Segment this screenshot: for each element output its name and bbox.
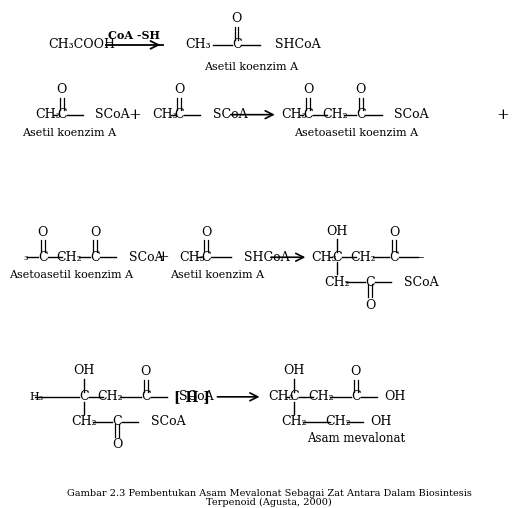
Text: C: C — [57, 108, 67, 121]
Text: Terpenoid (Agusta, 2000): Terpenoid (Agusta, 2000) — [206, 498, 332, 507]
Text: H₃: H₃ — [30, 392, 44, 402]
Text: +: + — [128, 108, 141, 121]
Text: CH₂: CH₂ — [56, 251, 82, 264]
Text: OH: OH — [73, 364, 94, 377]
Text: SCoA: SCoA — [179, 390, 214, 403]
Text: O: O — [112, 438, 122, 451]
Text: CoA -SH: CoA -SH — [108, 30, 161, 41]
Text: +: + — [156, 250, 169, 264]
Text: O: O — [90, 226, 100, 239]
Text: C: C — [351, 390, 361, 403]
Text: CH₃: CH₃ — [35, 108, 61, 121]
Text: O: O — [303, 83, 313, 96]
Text: C: C — [304, 108, 313, 121]
Text: CH₂: CH₂ — [324, 276, 350, 289]
Text: CH₂: CH₂ — [98, 390, 123, 403]
Text: SCoA: SCoA — [394, 108, 429, 121]
Text: O: O — [355, 83, 366, 96]
Text: +: + — [497, 108, 509, 121]
Text: Asetil koenzim A: Asetil koenzim A — [170, 270, 265, 280]
Text: SCoA: SCoA — [95, 108, 130, 121]
Text: CH₂: CH₂ — [281, 415, 307, 428]
Text: Asetil koenzim A: Asetil koenzim A — [22, 128, 117, 138]
Text: OH: OH — [326, 225, 348, 238]
Text: O: O — [351, 365, 361, 378]
Text: CH₃: CH₃ — [153, 108, 178, 121]
Text: O: O — [365, 299, 376, 311]
Text: OH: OH — [370, 415, 392, 428]
Text: C: C — [332, 251, 341, 264]
Text: CH₂: CH₂ — [71, 415, 97, 428]
Text: CH₃COOH: CH₃COOH — [49, 39, 116, 51]
Text: O: O — [56, 83, 67, 96]
Text: C: C — [201, 251, 211, 264]
Text: C: C — [175, 108, 184, 121]
Text: Asetil koenzim A: Asetil koenzim A — [204, 62, 298, 72]
Text: C: C — [289, 390, 299, 403]
Text: Asetoasetil koenzim A: Asetoasetil koenzim A — [294, 128, 418, 138]
Text: SHCoA: SHCoA — [275, 39, 320, 51]
Text: C: C — [365, 276, 375, 289]
Text: SCoA: SCoA — [128, 251, 163, 264]
Text: CH₃: CH₃ — [268, 390, 294, 403]
Text: O: O — [174, 83, 184, 96]
Text: C: C — [112, 415, 122, 428]
Text: CH₃: CH₃ — [281, 108, 307, 121]
Text: SCoA: SCoA — [213, 108, 247, 121]
Text: C: C — [232, 39, 241, 51]
Text: ₃: ₃ — [24, 252, 28, 262]
Text: CH₂: CH₂ — [308, 390, 334, 403]
Text: CH₂: CH₂ — [325, 415, 351, 428]
Text: C: C — [38, 251, 48, 264]
Text: O: O — [38, 226, 48, 239]
Text: C: C — [141, 390, 151, 403]
Text: O: O — [389, 226, 399, 239]
Text: SCoA: SCoA — [151, 415, 185, 428]
Text: O: O — [201, 226, 211, 239]
Text: CH₃: CH₃ — [179, 251, 205, 264]
Text: OH: OH — [283, 364, 305, 377]
Text: SCoA: SCoA — [404, 276, 438, 289]
Text: Asam mevalonat: Asam mevalonat — [307, 432, 405, 445]
Text: CH₂: CH₂ — [351, 251, 377, 264]
Text: [ H ]: [ H ] — [174, 390, 210, 404]
Text: CH₃: CH₃ — [311, 251, 337, 264]
Text: SHCoA: SHCoA — [244, 251, 290, 264]
Text: O: O — [232, 12, 242, 25]
Text: C: C — [91, 251, 100, 264]
Text: Gambar 2.3 Pembentukan Asam Mevalonat Sebagai Zat Antara Dalam Biosintesis: Gambar 2.3 Pembentukan Asam Mevalonat Se… — [67, 489, 471, 498]
Text: CH₂: CH₂ — [322, 108, 348, 121]
Text: O: O — [141, 365, 151, 378]
Text: OH: OH — [384, 390, 406, 403]
Text: CH₃: CH₃ — [185, 39, 211, 51]
Text: C: C — [389, 251, 399, 264]
Text: C: C — [79, 390, 89, 403]
Text: Asetoasetil koenzim A: Asetoasetil koenzim A — [9, 270, 134, 280]
Text: –: – — [418, 251, 424, 264]
Text: C: C — [356, 108, 366, 121]
